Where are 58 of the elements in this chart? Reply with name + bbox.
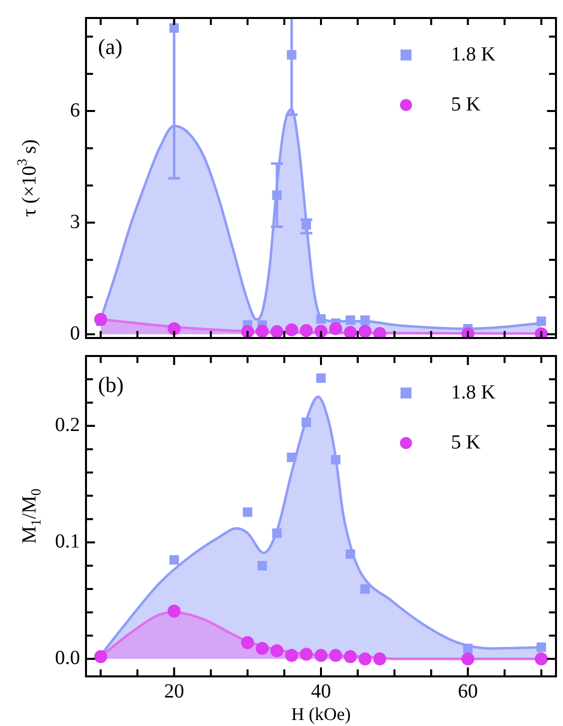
point <box>300 324 313 338</box>
x-tick-label: 60 <box>458 680 478 703</box>
point <box>316 373 326 383</box>
point <box>258 560 267 570</box>
x-tick-label: 40 <box>311 680 331 703</box>
point <box>536 316 546 326</box>
point <box>463 644 473 654</box>
point <box>344 650 357 664</box>
x-tick-label: 20 <box>164 680 184 703</box>
point <box>285 648 298 662</box>
point <box>316 314 326 324</box>
point <box>360 584 370 594</box>
y-tick-label: 0 <box>70 322 80 345</box>
point <box>534 652 548 666</box>
point <box>461 652 474 666</box>
legend-label: 1.8 K <box>451 43 496 66</box>
y-tick-label: 0.1 <box>55 530 80 553</box>
y-tick-label: 3 <box>70 210 80 233</box>
annotation: (a) <box>98 34 122 59</box>
point <box>285 323 298 336</box>
point <box>256 324 269 338</box>
y-axis-title: τ (×103 s) <box>16 139 40 217</box>
point <box>360 315 370 325</box>
point <box>329 322 342 336</box>
point <box>346 549 356 559</box>
legend-label: 5 K <box>451 93 481 116</box>
x-axis-title: H (kOe) <box>291 704 351 724</box>
y-tick-label: 0.0 <box>55 647 80 670</box>
point <box>272 528 282 538</box>
point <box>300 648 313 661</box>
legend-label: 5 K <box>451 431 481 454</box>
point <box>373 652 386 666</box>
point <box>169 555 179 565</box>
point <box>286 452 296 462</box>
point <box>94 312 108 326</box>
y-axis-title: M1/M0 <box>18 488 45 544</box>
point <box>270 325 284 338</box>
point <box>314 648 328 662</box>
point <box>241 636 254 650</box>
point <box>358 652 372 666</box>
point <box>344 326 357 338</box>
point <box>168 604 181 618</box>
point <box>330 454 340 464</box>
y-tick-label: 6 <box>70 99 80 122</box>
point <box>242 507 252 517</box>
y-tick-label: 0.2 <box>55 414 80 436</box>
point <box>256 642 269 655</box>
point <box>358 324 372 338</box>
point <box>373 327 386 338</box>
point <box>270 644 284 658</box>
point <box>302 418 312 428</box>
point <box>346 315 356 325</box>
point <box>536 642 546 652</box>
legend-label: 1.8 K <box>451 381 496 404</box>
point <box>94 650 108 664</box>
point <box>168 322 181 336</box>
point <box>329 648 342 662</box>
annotation: (b) <box>98 372 124 397</box>
